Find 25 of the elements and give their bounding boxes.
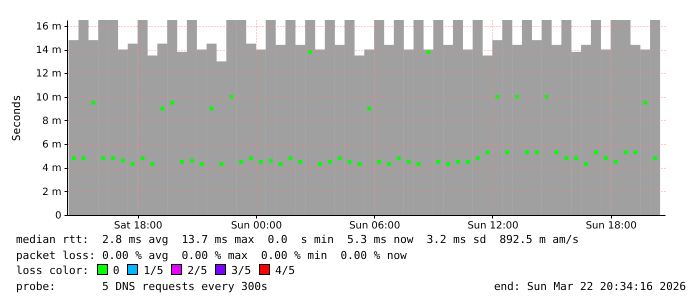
y-tick-label: 6 m [42, 140, 62, 151]
x-tick-label: Sun 18:00 [586, 220, 637, 232]
y-tick-label: 2 m [42, 186, 62, 198]
text: packet loss: 0.00 % avg 0.00 % max 0.00 % min 0.00 % now [16, 248, 407, 262]
text: 1/5 [143, 264, 164, 277]
text: loss color: [16, 264, 89, 277]
y-tick-label: 4 m [42, 163, 62, 174]
text: median rtt: 2.8 ms avg 13.7 ms max 0.0 s min 5.3 ms now 3.2 ms sd 892.5 m am/s [16, 233, 579, 246]
y-axis-title: Seconds [10, 94, 23, 142]
text: 2/5 [187, 264, 208, 277]
y-tick-label: 0 [55, 210, 62, 222]
y-tick-label: 14 m [36, 45, 62, 56]
y-tick-label: 10 m [36, 92, 62, 104]
y-tick-label: 16 m [36, 21, 62, 32]
text: 4/5 [275, 264, 295, 277]
y-tick-label: 12 m [36, 68, 62, 80]
x-tick-label: Sat 18:00 [114, 220, 162, 232]
x-tick-label: Sun 00:00 [230, 220, 282, 232]
y-tick-label: 8 m [42, 116, 62, 127]
text: 0 [112, 264, 120, 277]
x-tick-label: Sun 12:00 [467, 220, 518, 232]
text: 3/5 [231, 264, 252, 277]
x-tick-label: Sun 06:00 [349, 220, 400, 232]
text: probe: 5 DNS requests every 300s [16, 280, 268, 292]
text: end: Sun Mar 22 20:34:16 2026 [494, 278, 686, 294]
